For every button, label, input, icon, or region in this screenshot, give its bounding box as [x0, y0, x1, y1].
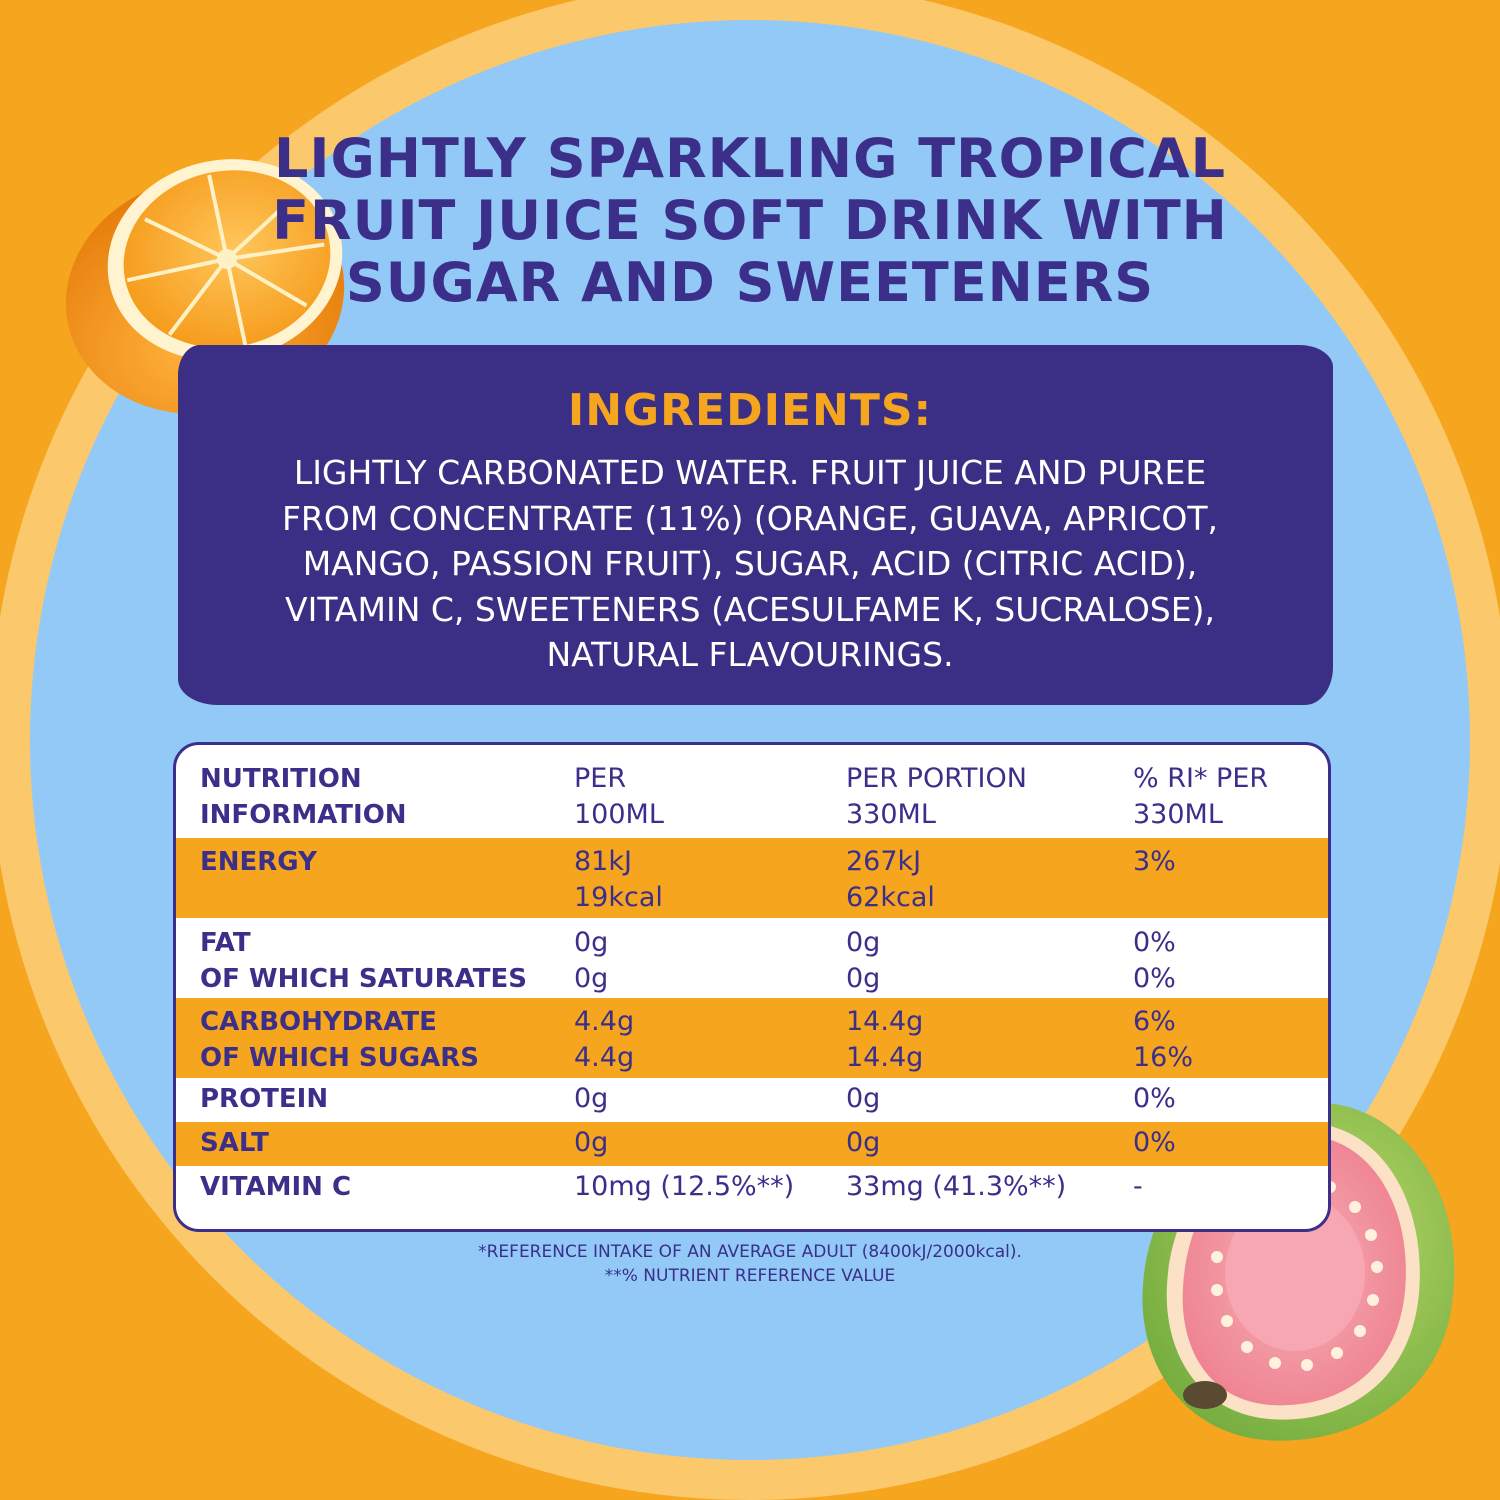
- table-row: PROTEIN 0g 0g 0%: [176, 1078, 1328, 1122]
- row-name: ENERGY: [200, 844, 317, 880]
- row-per-100ml: 0g 0g: [574, 925, 608, 997]
- header-text: PER: [574, 763, 627, 794]
- ingredients-text: LIGHTLY CARBONATED WATER. FRUIT JUICE AN…: [200, 450, 1300, 678]
- header-text: % RI* PER: [1133, 763, 1269, 794]
- cell-value: 33mg (41.3%**): [846, 1171, 1067, 1202]
- row-per-portion: 0g: [846, 1081, 880, 1117]
- header-text: 330ML: [846, 799, 936, 830]
- row-percent-ri: 3%: [1133, 844, 1176, 880]
- cell-value: 4.4g: [574, 1042, 635, 1073]
- cell-value: 0g: [846, 1083, 881, 1114]
- row-name: FAT OF WHICH SATURATES: [200, 925, 527, 997]
- cell-value: 267kJ: [846, 846, 922, 877]
- cell-value: 0%: [1133, 927, 1176, 958]
- cell-value: 10mg (12.5%**): [574, 1171, 795, 1202]
- cell-value: 0g: [574, 1083, 609, 1114]
- cell-value: 0g: [574, 1127, 609, 1158]
- row-label: SALT: [200, 1128, 269, 1158]
- cell-value: 0g: [846, 963, 881, 994]
- row-percent-ri: 0%: [1133, 1125, 1176, 1161]
- row-name: SALT: [200, 1125, 269, 1161]
- footnote-line: *REFERENCE INTAKE OF AN AVERAGE ADULT (8…: [478, 1242, 1022, 1262]
- row-name: VITAMIN C: [200, 1169, 351, 1205]
- title-line: FRUIT JUICE SOFT DRINK WITH: [272, 189, 1228, 252]
- title-line: SUGAR AND SWEETENERS: [345, 251, 1155, 314]
- header-text: PER PORTION: [846, 763, 1027, 794]
- table-row: CARBOHYDRATE OF WHICH SUGARS 4.4g 4.4g 1…: [176, 998, 1328, 1078]
- row-per-portion: 0g: [846, 1125, 880, 1161]
- cell-value: 0g: [574, 963, 609, 994]
- ingredients-line: FROM CONCENTRATE (11%) (ORANGE, GUAVA, A…: [281, 498, 1219, 538]
- row-label: VITAMIN C: [200, 1172, 352, 1202]
- row-per-100ml: 0g: [574, 1081, 608, 1117]
- cell-value: 16%: [1133, 1042, 1194, 1073]
- row-name: PROTEIN: [200, 1081, 328, 1117]
- row-per-portion: 0g 0g: [846, 925, 880, 997]
- cell-value: 0%: [1133, 1127, 1176, 1158]
- cell-value: 81kJ: [574, 846, 632, 877]
- table-header: NUTRITION INFORMATION PER 100ML PER PORT…: [176, 761, 1328, 837]
- row-label: PROTEIN: [200, 1084, 329, 1114]
- row-percent-ri: 6% 16%: [1133, 1004, 1193, 1076]
- row-name: CARBOHYDRATE OF WHICH SUGARS: [200, 1004, 479, 1076]
- row-label: OF WHICH SUGARS: [200, 1043, 479, 1073]
- cell-value: 62kcal: [846, 882, 935, 913]
- header-text: INFORMATION: [200, 800, 407, 830]
- row-percent-ri: -: [1133, 1169, 1143, 1205]
- row-per-portion: 267kJ 62kcal: [846, 844, 935, 916]
- header-nutrition-information: NUTRITION INFORMATION: [200, 761, 407, 833]
- row-label: FAT: [200, 928, 251, 958]
- cell-value: 14.4g: [846, 1006, 924, 1037]
- row-label: ENERGY: [200, 847, 317, 877]
- cell-value: 3%: [1133, 846, 1176, 877]
- cell-value: 0g: [846, 1127, 881, 1158]
- header-text: 100ML: [574, 799, 664, 830]
- header-per-portion: PER PORTION 330ML: [846, 761, 1027, 833]
- table-row: ENERGY 81kJ 19kcal 267kJ 62kcal 3%: [176, 838, 1328, 918]
- ingredients-panel: [178, 345, 1333, 705]
- cell-value: 0%: [1133, 1083, 1176, 1114]
- cell-value: 0g: [574, 927, 609, 958]
- product-title: LIGHTLY SPARKLING TROPICAL FRUIT JUICE S…: [250, 128, 1250, 314]
- cell-value: 19kcal: [574, 882, 663, 913]
- header-text: 330ML: [1133, 799, 1223, 830]
- row-per-100ml: 0g: [574, 1125, 608, 1161]
- nutrition-table: NUTRITION INFORMATION PER 100ML PER PORT…: [173, 742, 1331, 1232]
- title-line: LIGHTLY SPARKLING TROPICAL: [273, 127, 1227, 190]
- cell-value: 6%: [1133, 1006, 1176, 1037]
- row-label: OF WHICH SATURATES: [200, 964, 527, 994]
- row-percent-ri: 0%: [1133, 1081, 1176, 1117]
- row-per-100ml: 10mg (12.5%**): [574, 1169, 794, 1205]
- row-per-100ml: 4.4g 4.4g: [574, 1004, 634, 1076]
- footnotes: *REFERENCE INTAKE OF AN AVERAGE ADULT (8…: [250, 1240, 1250, 1288]
- cell-value: 0%: [1133, 963, 1176, 994]
- table-row: SALT 0g 0g 0%: [176, 1122, 1328, 1166]
- orange-half-icon: [65, 159, 345, 415]
- ingredients-line: VITAMIN C, SWEETENERS (ACESULFAME K, SUC…: [285, 589, 1215, 629]
- row-label: CARBOHYDRATE: [200, 1007, 437, 1037]
- ingredients-heading: INGREDIENTS:: [567, 385, 933, 436]
- header-percent-ri: % RI* PER 330ML: [1133, 761, 1268, 833]
- table-row: VITAMIN C 10mg (12.5%**) 33mg (41.3%**) …: [176, 1166, 1328, 1226]
- table-row: FAT OF WHICH SATURATES 0g 0g 0g 0g 0% 0%: [176, 918, 1328, 998]
- cell-value: 4.4g: [574, 1006, 635, 1037]
- footnote-line: **% NUTRIENT REFERENCE VALUE: [604, 1266, 896, 1286]
- row-percent-ri: 0% 0%: [1133, 925, 1176, 997]
- ingredients-line: MANGO, PASSION FRUIT), SUGAR, ACID (CITR…: [302, 544, 1198, 583]
- header-per-100ml: PER 100ML: [574, 761, 664, 833]
- row-per-portion: 33mg (41.3%**): [846, 1169, 1066, 1205]
- ingredients-line: LIGHTLY CARBONATED WATER. FRUIT JUICE AN…: [293, 453, 1207, 492]
- row-per-100ml: 81kJ 19kcal: [574, 844, 663, 916]
- ingredients-line: NATURAL FLAVOURINGS.: [546, 635, 954, 674]
- cell-value: 0g: [846, 927, 881, 958]
- cell-value: 14.4g: [846, 1042, 924, 1073]
- cell-value: -: [1133, 1171, 1143, 1202]
- row-per-portion: 14.4g 14.4g: [846, 1004, 923, 1076]
- header-text: NUTRITION: [200, 764, 362, 794]
